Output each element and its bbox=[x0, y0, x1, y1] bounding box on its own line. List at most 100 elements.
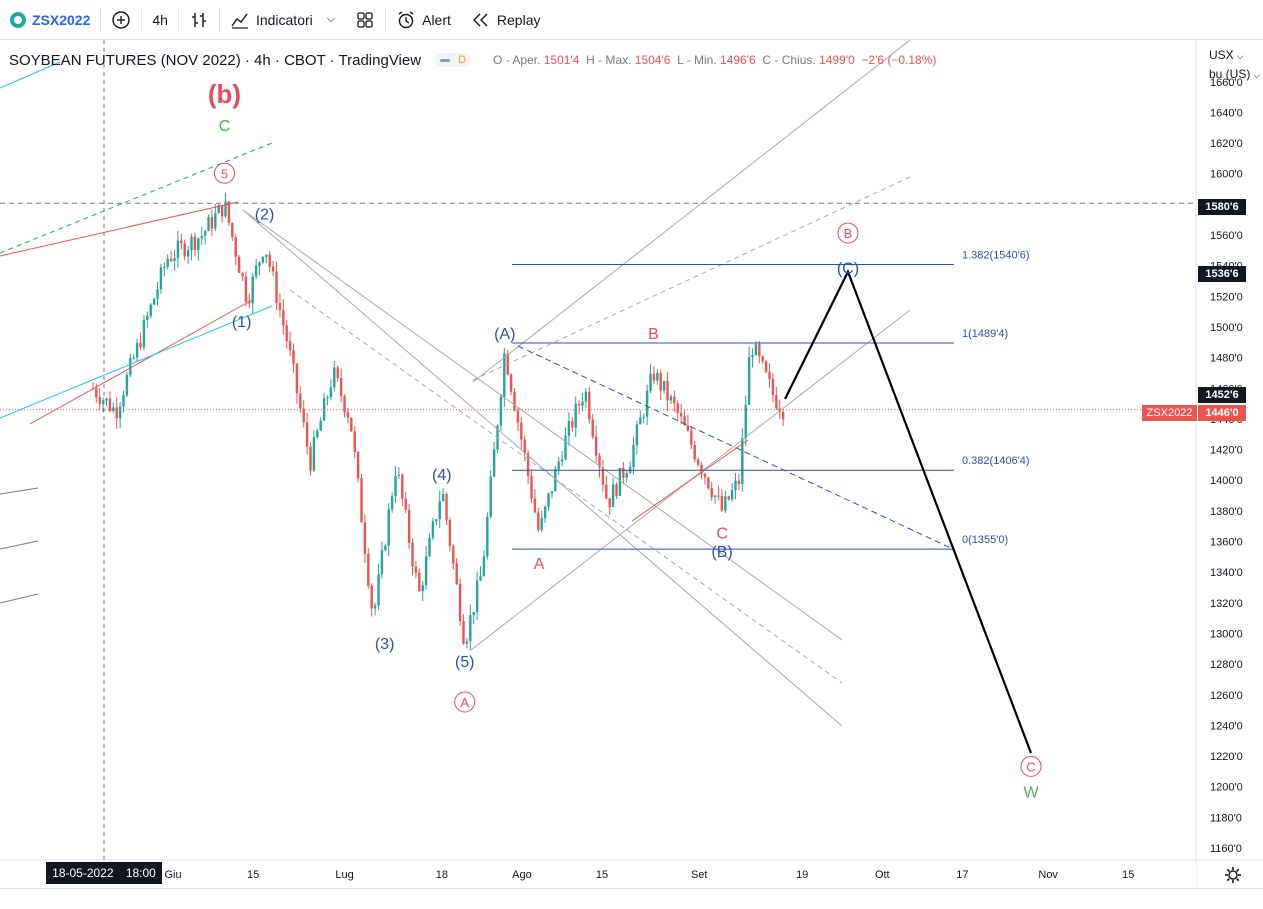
price-tick-label: 1480'0 bbox=[1210, 353, 1243, 365]
candle-body bbox=[268, 254, 271, 267]
price-tick-label: 1240'0 bbox=[1210, 720, 1243, 732]
wave-label: 5 bbox=[221, 166, 228, 181]
candle-body bbox=[768, 371, 771, 379]
candle-body bbox=[526, 453, 530, 476]
time-tick-label: 18 bbox=[436, 869, 448, 881]
candle-body bbox=[428, 537, 431, 557]
price-chart[interactable]: 1.382(1540'6) 1(1489'4) 0.382(1406'4) 0(135… bbox=[0, 39, 1263, 904]
candle-body bbox=[513, 391, 516, 411]
candle-body bbox=[584, 391, 588, 402]
candle-body bbox=[380, 550, 384, 575]
candle-body bbox=[445, 493, 448, 521]
unit-measure: bu (US) bbox=[1209, 67, 1251, 81]
time-axis bbox=[0, 860, 1196, 888]
candle-body bbox=[173, 258, 176, 262]
candle-body bbox=[421, 585, 424, 592]
compare-button[interactable] bbox=[101, 0, 141, 40]
interval-button[interactable]: 4h bbox=[152, 11, 168, 28]
wave-label-circle bbox=[213, 162, 235, 184]
candle-body bbox=[244, 276, 248, 302]
candle-body bbox=[292, 350, 295, 364]
candle-body bbox=[214, 213, 217, 229]
wave-label: (5) bbox=[455, 654, 475, 671]
candle-body bbox=[635, 424, 639, 446]
candle-body bbox=[258, 262, 261, 266]
candle-body bbox=[166, 258, 169, 267]
indicators-button[interactable]: Indicatori ⌵ bbox=[220, 0, 345, 40]
candle-body bbox=[122, 395, 125, 407]
candle-series bbox=[91, 192, 785, 651]
gray-line bbox=[0, 540, 39, 550]
wave-label: (3) bbox=[375, 636, 395, 653]
fib-level-label: 1(1489'4) bbox=[962, 328, 1008, 340]
exchange-logo-icon bbox=[10, 11, 26, 28]
currency-selector[interactable]: USX ⌵ bu (US) ⌵ bbox=[1209, 46, 1260, 84]
candle-body bbox=[163, 266, 166, 268]
candle-body bbox=[265, 254, 268, 257]
price-tick-label: 1400'0 bbox=[1210, 475, 1243, 487]
alert-button[interactable]: Alert bbox=[386, 0, 461, 40]
gear-icon[interactable] bbox=[1224, 866, 1242, 884]
candle-body bbox=[401, 474, 404, 499]
candle-body bbox=[564, 435, 567, 460]
change-value: −2'6 (−0.18%) bbox=[861, 53, 937, 67]
candle-body bbox=[741, 438, 744, 484]
candle-body bbox=[713, 495, 717, 498]
chevron-down-icon[interactable]: ⌵ bbox=[326, 13, 336, 25]
chart-area[interactable]: 1.382(1540'6) 1(1489'4) 0.382(1406'4) 0(135… bbox=[0, 39, 1263, 904]
candle-body bbox=[520, 422, 523, 440]
candle-body bbox=[601, 467, 605, 485]
candle-body bbox=[649, 373, 652, 391]
crosshair-date: 18-05-2022 bbox=[52, 866, 114, 880]
candle-body bbox=[101, 400, 105, 405]
trend-channel-line bbox=[289, 289, 843, 684]
red-trend-line bbox=[29, 299, 253, 425]
bar-style-icon bbox=[191, 12, 206, 27]
candle-body bbox=[543, 506, 547, 519]
candle-body bbox=[142, 320, 146, 348]
toolbar-divider bbox=[218, 7, 220, 32]
gray-line bbox=[0, 487, 39, 495]
wave-label: (B) bbox=[711, 544, 732, 561]
candle-body bbox=[139, 342, 142, 348]
price-tick-label: 1380'0 bbox=[1210, 506, 1243, 518]
trend-channel-line bbox=[472, 39, 911, 383]
candle-body bbox=[234, 237, 237, 257]
candle-body bbox=[336, 367, 339, 379]
bar-style-button[interactable] bbox=[179, 0, 219, 40]
candle-body bbox=[285, 325, 288, 342]
candle-body bbox=[217, 204, 220, 214]
time-tick-label: 15 bbox=[1122, 869, 1134, 881]
candle-body bbox=[156, 289, 159, 299]
chart-legend: SOYBEAN FUTURES (NOV 2022) · 4h · CBOT ·… bbox=[9, 50, 936, 70]
wave-label: A bbox=[460, 695, 469, 710]
candle-body bbox=[305, 422, 309, 447]
candle-body bbox=[373, 605, 377, 609]
candle-body bbox=[645, 390, 649, 417]
candle-body bbox=[132, 357, 135, 359]
ohlc-values: O - Aper. 1501'4 H - Max. 1504'6 L - Min… bbox=[493, 53, 936, 67]
trend-channel-line bbox=[242, 209, 843, 727]
time-tick-label: 15 bbox=[596, 869, 608, 881]
candle-body bbox=[700, 464, 703, 474]
candle-body bbox=[594, 436, 598, 456]
cyan-line bbox=[0, 61, 61, 89]
price-tick-label: 1640'0 bbox=[1210, 107, 1243, 119]
candle-body bbox=[288, 341, 292, 351]
candle-body bbox=[438, 501, 441, 520]
candle-body bbox=[758, 344, 761, 357]
candle-body bbox=[339, 378, 343, 397]
templates-button[interactable] bbox=[345, 0, 385, 40]
candle-body bbox=[475, 580, 479, 613]
chart-drawings: 1.382(1540'6) 1(1489'4) 0.382(1406'4) 0(135… bbox=[0, 39, 1033, 754]
candle-body bbox=[492, 449, 496, 477]
replay-button[interactable]: Replay bbox=[461, 0, 551, 40]
symbol-search[interactable]: ZSX2022 bbox=[0, 0, 100, 40]
candle-body bbox=[186, 250, 190, 257]
market-status-badge[interactable]: D bbox=[435, 53, 472, 67]
candle-body bbox=[343, 396, 346, 413]
candle-body bbox=[642, 416, 645, 418]
wave-label-circle bbox=[454, 691, 476, 713]
candle-body bbox=[690, 430, 693, 445]
time-tick-label: Set bbox=[691, 869, 708, 881]
